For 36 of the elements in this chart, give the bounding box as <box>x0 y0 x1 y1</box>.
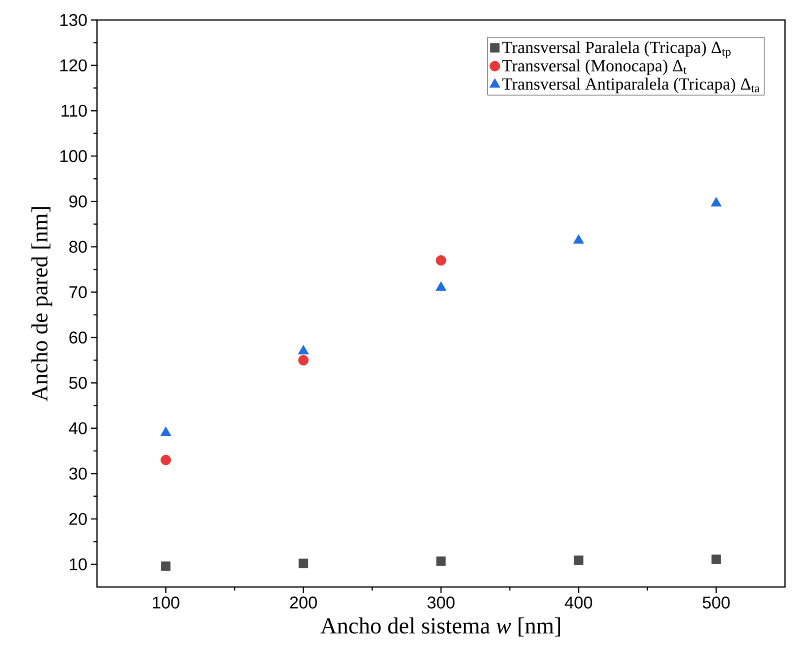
point <box>436 281 446 291</box>
point <box>160 454 172 466</box>
legend-label: Transversal (Monocapa) Δ$_{t}$ <box>502 60 686 75</box>
y-tick-label: 30 <box>69 468 87 480</box>
y-tick-label: 80 <box>69 240 87 253</box>
x-tick-label: 200 <box>290 596 317 609</box>
point <box>710 197 722 206</box>
point <box>573 234 584 244</box>
point <box>436 255 446 266</box>
x-tick-label: 300 <box>427 596 455 609</box>
point <box>298 344 309 354</box>
y-tick-label: 60 <box>69 331 87 344</box>
y-tick-label: 130 <box>60 14 87 26</box>
y-tick-label: 50 <box>69 376 87 389</box>
y-tick-label: 100 <box>60 150 87 162</box>
point <box>436 556 446 566</box>
y-axis-title: Ancho de pared [nm] <box>31 207 52 402</box>
point <box>574 556 584 565</box>
point <box>161 561 170 571</box>
point <box>298 355 309 366</box>
y-tick-label: 10 <box>70 558 87 570</box>
x-axis-title: Ancho del sistema w [nm] <box>320 617 560 636</box>
y-tick-label: 120 <box>60 59 87 72</box>
y-tick-label: 90 <box>69 195 87 208</box>
x-tick-label: 500 <box>702 596 730 609</box>
y-tick-label: 20 <box>69 512 87 525</box>
point <box>712 554 721 564</box>
legend-label: Transversal Paralela (Tricapa) Δ$_{tp}$ <box>502 41 731 58</box>
point <box>298 558 308 568</box>
x-tick-label: 400 <box>564 596 592 609</box>
y-tick-label: 40 <box>68 422 87 434</box>
point <box>160 426 172 436</box>
legend-label: Transversal Antiparalela (Tricapa) Δ$_{ta}$ <box>502 78 760 94</box>
y-tick-label: 70 <box>69 286 87 298</box>
y-tick-label: 110 <box>62 104 87 117</box>
x-tick-label: 100 <box>152 596 180 609</box>
